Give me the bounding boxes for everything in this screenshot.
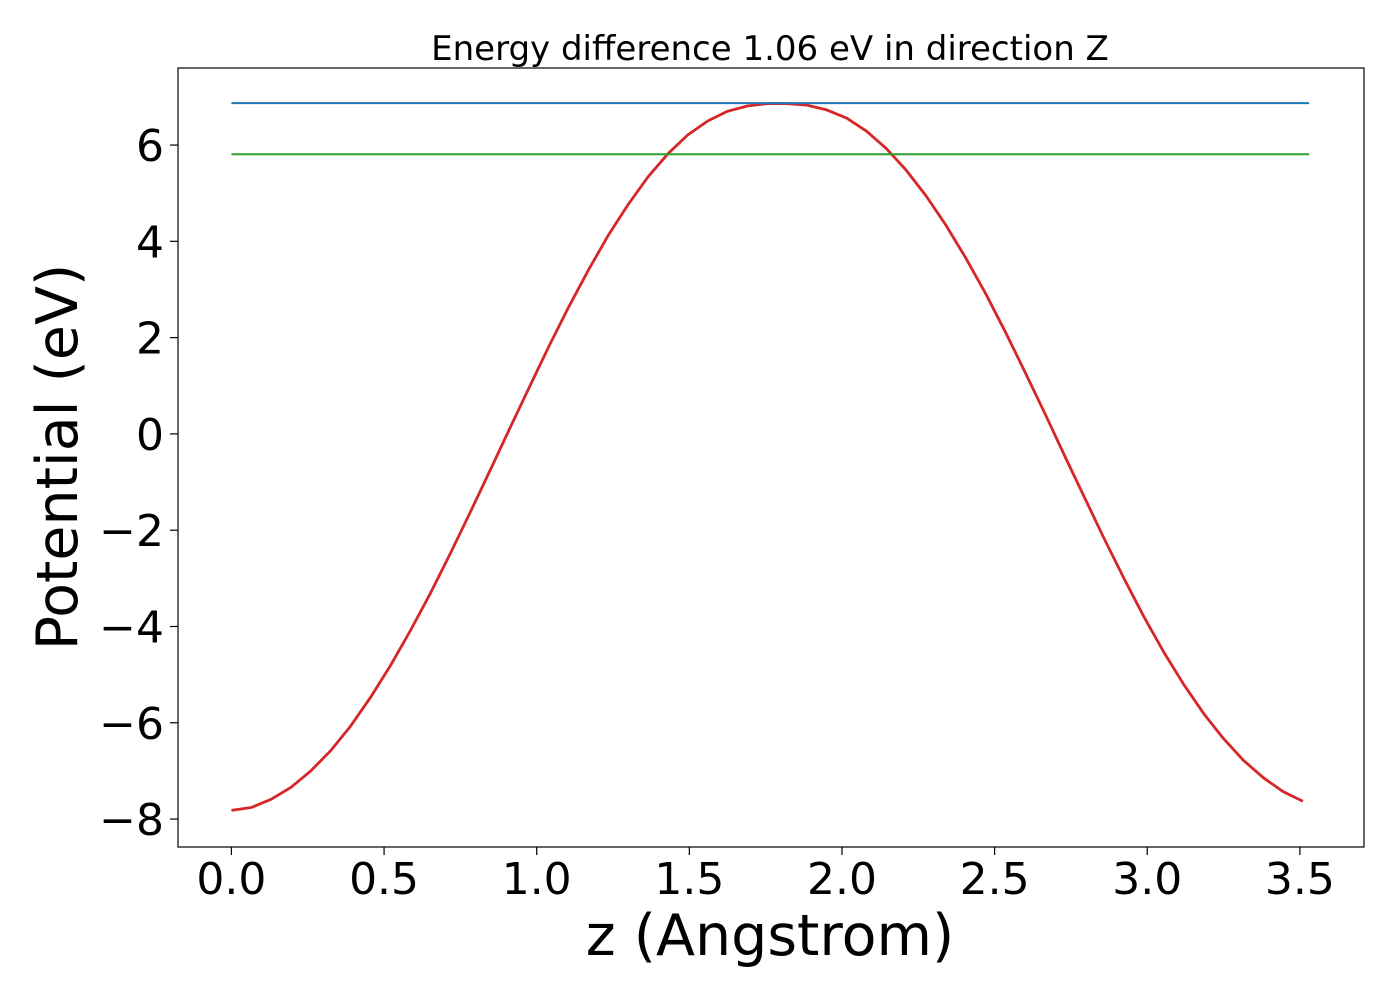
y-tick-label: −2 bbox=[99, 506, 164, 557]
y-tick-label: 4 bbox=[136, 217, 164, 268]
y-axis: −8 −6 −4 −2 0 2 4 6 bbox=[99, 121, 178, 846]
series-line-0 bbox=[231, 102, 1304, 812]
x-tick-label: 2.0 bbox=[807, 854, 877, 905]
x-tick-label: 3.0 bbox=[1112, 854, 1182, 905]
plot-frame bbox=[177, 67, 1365, 848]
y-tick-label: 2 bbox=[136, 314, 164, 365]
x-tick-label: 3.5 bbox=[1265, 854, 1335, 905]
y-tick-label: 0 bbox=[136, 410, 164, 461]
x-axis-label: z (Angstrom) bbox=[586, 903, 954, 969]
plot-area bbox=[231, 102, 1310, 812]
y-tick-label: −6 bbox=[99, 699, 164, 750]
y-tick-label: −8 bbox=[99, 795, 164, 846]
y-axis-label: Potential (eV) bbox=[25, 264, 91, 650]
x-tick-label: 0.5 bbox=[349, 854, 419, 905]
x-tick-label: 1.5 bbox=[654, 854, 724, 905]
y-tick-label: 6 bbox=[136, 121, 164, 172]
chart-title: Energy difference 1.06 eV in direction Z bbox=[431, 29, 1109, 69]
x-axis: 0.0 0.5 1.0 1.5 2.0 2.5 3.0 3.5 bbox=[196, 847, 1335, 905]
y-tick-label: −4 bbox=[99, 602, 164, 653]
x-tick-label: 0.0 bbox=[196, 854, 266, 905]
x-tick-label: 1.0 bbox=[502, 854, 572, 905]
x-tick-label: 2.5 bbox=[960, 854, 1030, 905]
